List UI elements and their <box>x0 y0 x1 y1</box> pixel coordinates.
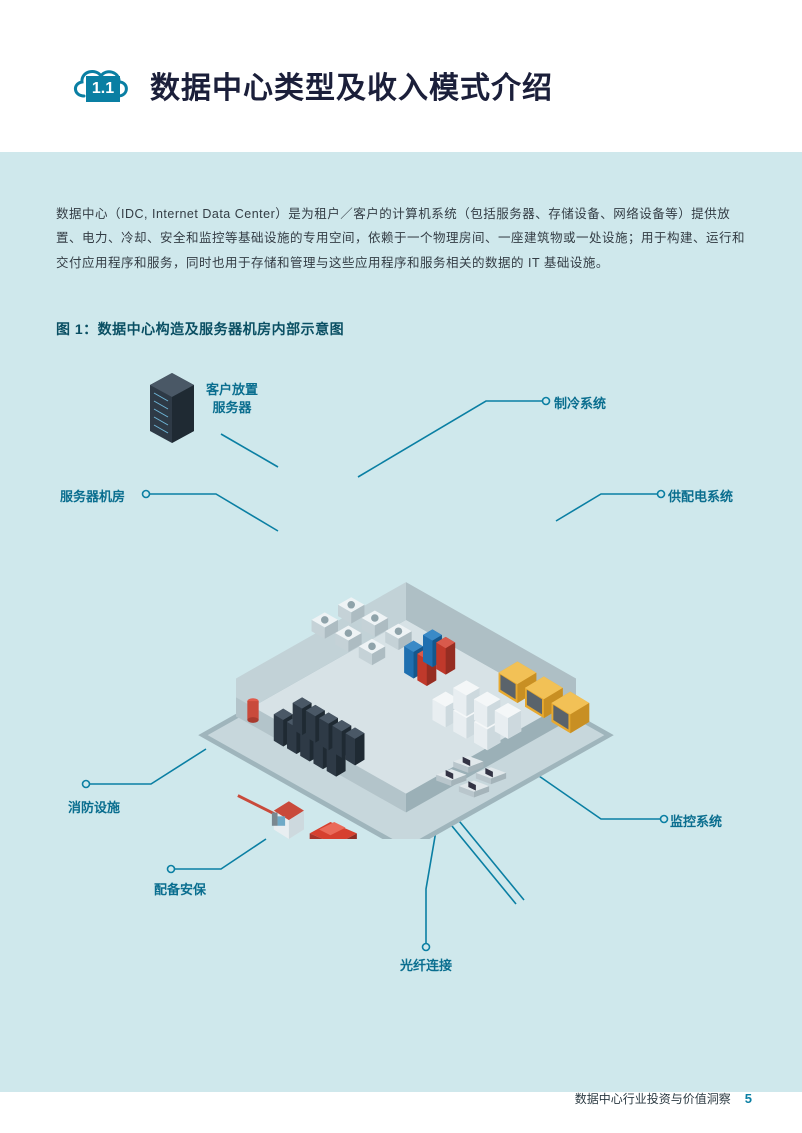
cloud-badge-icon: 1.1 <box>70 62 132 108</box>
isometric-building <box>156 499 656 839</box>
section-number: 1.1 <box>92 80 114 98</box>
callout-fire: 消防设施 <box>68 797 120 816</box>
callout-monitoring: 监控系统 <box>670 811 722 830</box>
callout-cooling: 制冷系统 <box>554 393 606 412</box>
figure-label: 图 1：数据中心构造及服务器机房内部示意图 <box>56 319 746 339</box>
callout-power: 供配电系统 <box>668 486 733 505</box>
page-header: 1.1 数据中心类型及收入模式介绍 <box>0 0 802 138</box>
intro-paragraph: 数据中心（IDC, Internet Data Center）是为租户／客户的计… <box>56 202 746 275</box>
footer-doc-title: 数据中心行业投资与价值洞察 <box>575 1090 731 1107</box>
callout-customer-server: 客户放置 服务器 <box>206 381 258 416</box>
callout-fiber: 光纤连接 <box>400 955 452 974</box>
section-number-badge: 1.1 <box>86 76 120 102</box>
page-footer: 数据中心行业投资与价值洞察 5 <box>575 1090 752 1107</box>
content-panel: 数据中心（IDC, Internet Data Center）是为租户／客户的计… <box>0 152 802 1092</box>
server-rack-icon <box>144 371 200 443</box>
datacenter-diagram: 客户放置 服务器 服务器机房 制冷系统 供配电系统 消防设施 配备安保 监控系统… <box>56 349 746 1009</box>
footer-page-number: 5 <box>745 1091 752 1106</box>
page-title: 数据中心类型及收入模式介绍 <box>150 63 553 107</box>
callout-server-room: 服务器机房 <box>60 486 125 505</box>
callout-security: 配备安保 <box>154 879 206 898</box>
